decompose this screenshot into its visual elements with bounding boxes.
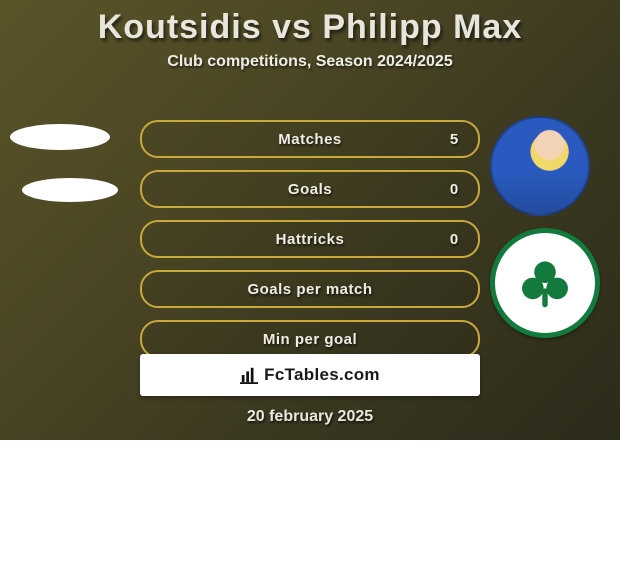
page-subtitle: Club competitions, Season 2024/2025 xyxy=(0,53,620,71)
stat-value-right: 5 xyxy=(434,122,474,156)
stat-label: Matches xyxy=(238,131,382,148)
stat-value-left xyxy=(146,272,186,306)
stat-value-left xyxy=(146,172,186,206)
stat-row: Hattricks 0 xyxy=(140,220,480,258)
stat-value-right: 0 xyxy=(434,172,474,206)
stat-row: Matches 5 xyxy=(140,120,480,158)
stat-value-left xyxy=(146,322,186,356)
stat-value-left xyxy=(146,122,186,156)
stat-value-right: 0 xyxy=(434,222,474,256)
stat-row: Goals 0 xyxy=(140,170,480,208)
source-badge[interactable]: FcTables.com xyxy=(140,354,480,396)
stat-value-right xyxy=(434,272,474,306)
left-player-crest-placeholder xyxy=(22,178,118,202)
stat-label: Goals per match xyxy=(207,281,412,298)
page-title: Koutsidis vs Philipp Max xyxy=(0,0,620,47)
right-player-crest xyxy=(490,228,600,338)
right-player-photo xyxy=(490,116,590,216)
stat-row: Min per goal xyxy=(140,320,480,358)
stat-rows: Matches 5 Goals 0 Hattricks 0 Goals per … xyxy=(140,120,480,370)
stat-value-right xyxy=(434,322,474,356)
stat-value-left xyxy=(146,222,186,256)
comparison-card: Koutsidis vs Philipp Max Club competitio… xyxy=(0,0,620,440)
stat-label: Min per goal xyxy=(223,331,397,348)
stat-label: Goals xyxy=(248,181,372,198)
clover-icon xyxy=(518,256,572,310)
stat-row: Goals per match xyxy=(140,270,480,308)
stat-label: Hattricks xyxy=(236,231,385,248)
bar-chart-icon xyxy=(240,366,258,384)
source-name: FcTables.com xyxy=(264,365,380,385)
snapshot-date: 20 february 2025 xyxy=(0,408,620,426)
left-player-photo-placeholder xyxy=(10,124,110,150)
